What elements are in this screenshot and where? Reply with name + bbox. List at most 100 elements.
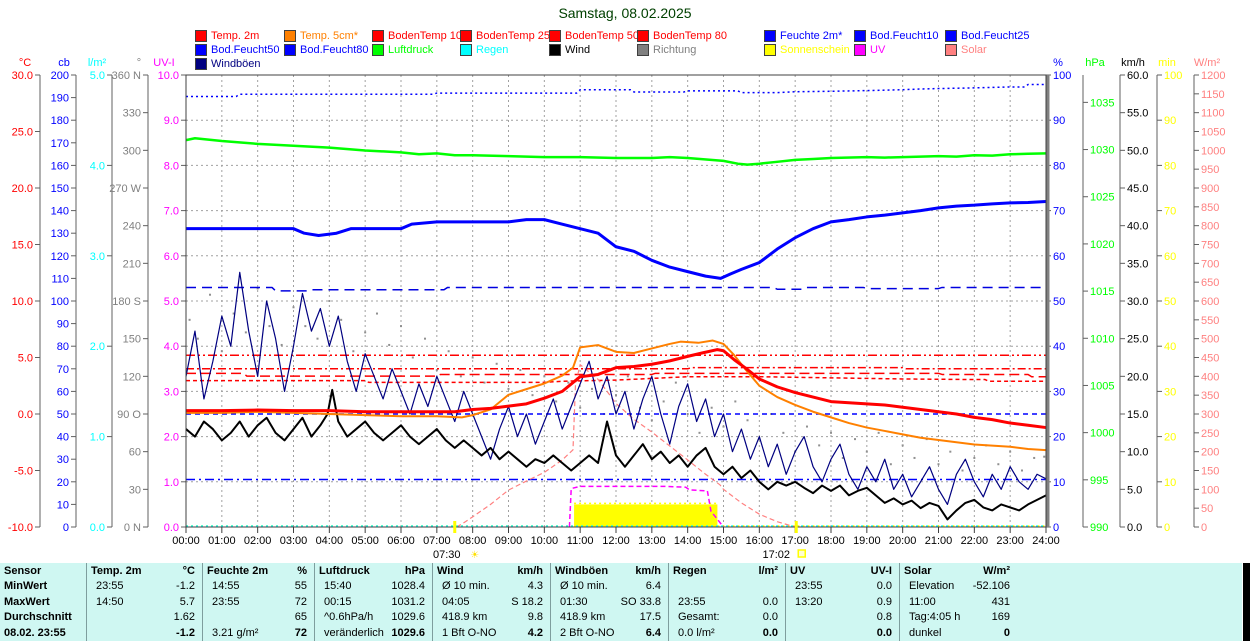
axis-tick-label-cb: 140 <box>51 206 69 218</box>
axis-tick-label-dir: 90 O <box>117 409 141 421</box>
stat-cell-text: 23:55 <box>96 580 124 593</box>
stat-cell-value: SO 33.8 <box>620 595 661 608</box>
axis-tick-label-dir: 150 <box>123 334 141 346</box>
axis-tick-label-cb: 50 <box>57 409 69 421</box>
legend-item-bodentemp-80: BodenTemp 80 <box>637 29 764 43</box>
legend-item-luftdruck: Luftdruck <box>372 43 460 57</box>
sunrise-sun-icon: ☀ <box>470 550 479 561</box>
axis-tick-label-dir: 0 N <box>124 522 141 534</box>
x-axis-label: 20:00 <box>889 535 917 547</box>
axis-tick-label-cb: 60 <box>57 386 69 398</box>
stat-column-unit: l/m² <box>758 564 778 577</box>
axis-unit-wind: km/h <box>1121 57 1145 69</box>
axis-tick-label-hpa: 1030 <box>1090 145 1114 157</box>
axis-tick-label-temp: 0.0 <box>18 409 33 421</box>
stats-group-regen: Regen l/m² 23:55 0.0 Gesamt: 0.0 0.0 l/m² 0.0 <box>668 563 785 641</box>
legend-swatch <box>764 30 776 42</box>
stat-cell-text: 13:20 <box>795 595 823 608</box>
legend-item-bod-feucht50: Bod.Feucht50 <box>195 43 284 57</box>
stat-column-title: Luftdruck <box>319 564 370 577</box>
axis-tick-label-sun: 50 <box>1164 296 1176 308</box>
stat-column-title: UV <box>790 564 806 577</box>
axis-tick-label-dir: 270 W <box>109 183 141 195</box>
stats-group-wind: Wind km/h Ø 10 min. 4.3 04:05 S 18.2 418.9 km 9… <box>432 563 550 641</box>
stat-column-unit: % <box>297 564 307 577</box>
legend-swatch <box>637 30 649 42</box>
axis-tick-label-solar: 800 <box>1201 221 1219 233</box>
axis-tick-label-uv: 10.0 <box>158 70 179 82</box>
stat-cell-text: 23:55 <box>212 595 240 608</box>
x-axis-label: 16:00 <box>746 535 774 547</box>
axis-tick-label-hpa: 1020 <box>1090 239 1114 251</box>
axis-tick-label-uv: 0.0 <box>164 522 179 534</box>
stat-cell-value: 65 <box>294 611 307 624</box>
legend-swatch <box>284 44 296 56</box>
axis-tick-label-wind: 45.0 <box>1127 183 1148 195</box>
axis-tick-label-wind: 15.0 <box>1127 409 1148 421</box>
series-bodentemp25 <box>186 372 1046 378</box>
axis-tick-label-wind: 0.0 <box>1127 522 1142 534</box>
stat-column-unit: hPa <box>404 564 425 577</box>
axis-tick-label-hpa: 1005 <box>1090 380 1114 392</box>
stat-cell-value: S 18.2 <box>511 595 543 608</box>
axis-tick-label-hum: 70 <box>1053 206 1065 218</box>
axis-tick-label-hum: 10 <box>1053 477 1065 489</box>
x-axis-label: 03:00 <box>280 535 308 547</box>
stat-cell-value: 0.0 <box>762 611 778 624</box>
axis-tick-label-uv: 4.0 <box>164 341 179 353</box>
legend-label: Bod.Feucht25 <box>961 30 1030 42</box>
axis-tick-label-uv: 6.0 <box>164 251 179 263</box>
stat-cell-value: 1031.2 <box>391 595 425 608</box>
weather-day-chart: °C30.025.020.015.010.05.00.0-5.0-10.0cb2… <box>8 57 1226 561</box>
axis-tick-label-solar: 100 <box>1201 484 1219 496</box>
stat-cell-value: 1.62 <box>173 611 195 624</box>
legend-swatch <box>549 44 561 56</box>
x-axis-label: 06:00 <box>387 535 415 547</box>
stats-group-uv: UV UV-I 23:55 0.0 13:20 0.9 0.8 0.0 <box>785 563 899 641</box>
axis-unit-rain: l/m² <box>88 57 107 69</box>
axis-tick-label-solar: 400 <box>1201 371 1219 383</box>
axis-unit-uv: UV-I <box>153 57 174 69</box>
stat-cell-text: 15:40 <box>324 580 352 593</box>
legend-item-bodentemp-50: BodenTemp 50 <box>549 29 639 43</box>
axis-tick-label-wind: 20.0 <box>1127 371 1148 383</box>
sunset-square-icon <box>797 549 806 558</box>
legend-item-bod-feucht10: Bod.Feucht10 <box>854 29 945 43</box>
axis-tick-label-solar: 450 <box>1201 353 1219 365</box>
x-axis-label: 12:00 <box>602 535 630 547</box>
stat-row-label: Durchschnitt <box>4 611 72 624</box>
axis-tick-label-dir: 120 <box>123 371 141 383</box>
legend-item-bod-feucht80: Bod.Feucht80 <box>284 43 372 57</box>
stat-cell-text: 418.9 km <box>442 611 488 624</box>
x-axis-label: 15:00 <box>710 535 738 547</box>
legend-swatch <box>854 30 866 42</box>
axis-tick-label-uv: 2.0 <box>164 432 179 444</box>
series-uv <box>568 485 725 528</box>
axis-unit-sun: min <box>1158 57 1176 69</box>
stat-cell-value: 72 <box>294 626 307 639</box>
axis-tick-label-solar: 550 <box>1201 315 1219 327</box>
legend-item-temp-5cm-: Temp. 5cm* <box>284 29 372 43</box>
axis-tick-label-solar: 300 <box>1201 409 1219 421</box>
axis-tick-label-hpa: 1025 <box>1090 192 1114 204</box>
axis-tick-label-uv: 7.0 <box>164 206 179 218</box>
axis-tick-label-cb: 80 <box>57 341 69 353</box>
axis-tick-label-solar: 250 <box>1201 428 1219 440</box>
stat-cell-value: 0 <box>1003 626 1010 639</box>
x-axis-label: 01:00 <box>208 535 236 547</box>
stat-cell-text: 418.9 km <box>560 611 606 624</box>
stat-cell-value: 72 <box>294 595 307 608</box>
axis-tick-label-cb: 170 <box>51 138 69 150</box>
sunrise-time: 07:30 <box>433 549 461 561</box>
stat-cell-text: Gesamt: <box>678 611 720 624</box>
x-axis-label: 21:00 <box>925 535 953 547</box>
axis-tick-label-temp: 10.0 <box>12 296 33 308</box>
axis-tick-label-temp: 5.0 <box>18 353 33 365</box>
legend-swatch <box>549 30 561 42</box>
x-axis-label: 09:00 <box>495 535 523 547</box>
axis-tick-label-solar: 700 <box>1201 258 1219 270</box>
axis-tick-label-solar: 750 <box>1201 240 1219 252</box>
legend-item-temp-2m: Temp. 2m <box>195 29 284 43</box>
legend-label: Bod.Feucht50 <box>211 44 280 56</box>
legend-label: Feuchte 2m* <box>780 30 843 42</box>
